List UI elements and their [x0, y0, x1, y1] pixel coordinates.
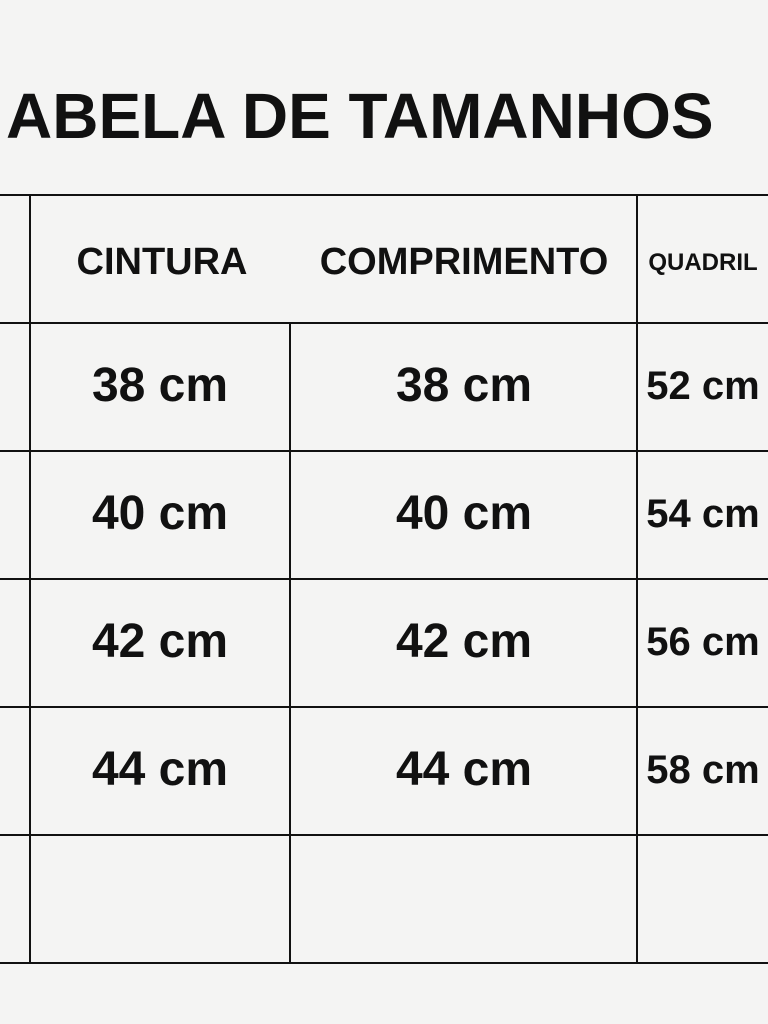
row-divider	[0, 322, 768, 324]
table-cell: 56 cm	[646, 620, 760, 664]
row-divider	[0, 834, 768, 836]
table-border	[0, 962, 768, 964]
table-cell: 44 cm	[91, 743, 229, 796]
table-cell: 40 cm	[91, 487, 229, 540]
table-cell: 42 cm	[395, 615, 533, 668]
row-divider	[0, 450, 768, 452]
table-cell: 58 cm	[646, 748, 760, 792]
table-cell: 38 cm	[395, 359, 533, 412]
header-cintura: CINTURA	[76, 241, 248, 283]
table-cell: 40 cm	[395, 487, 533, 540]
column-divider	[636, 194, 638, 964]
table-cell: 52 cm	[646, 364, 760, 408]
column-divider	[289, 322, 291, 964]
row-divider	[0, 578, 768, 580]
table-cell: 54 cm	[646, 492, 760, 536]
header-comprimento: COMPRIMENTO	[319, 241, 609, 283]
table-cell: 44 cm	[395, 743, 533, 796]
row-divider	[0, 706, 768, 708]
table-cell: 42 cm	[91, 615, 229, 668]
table-cell: 38 cm	[91, 359, 229, 412]
header-quadril: QUADRIL	[648, 249, 758, 276]
page-title: ABELA DE TAMANHOS	[6, 80, 714, 152]
table-border	[0, 194, 768, 196]
column-divider	[29, 194, 31, 964]
